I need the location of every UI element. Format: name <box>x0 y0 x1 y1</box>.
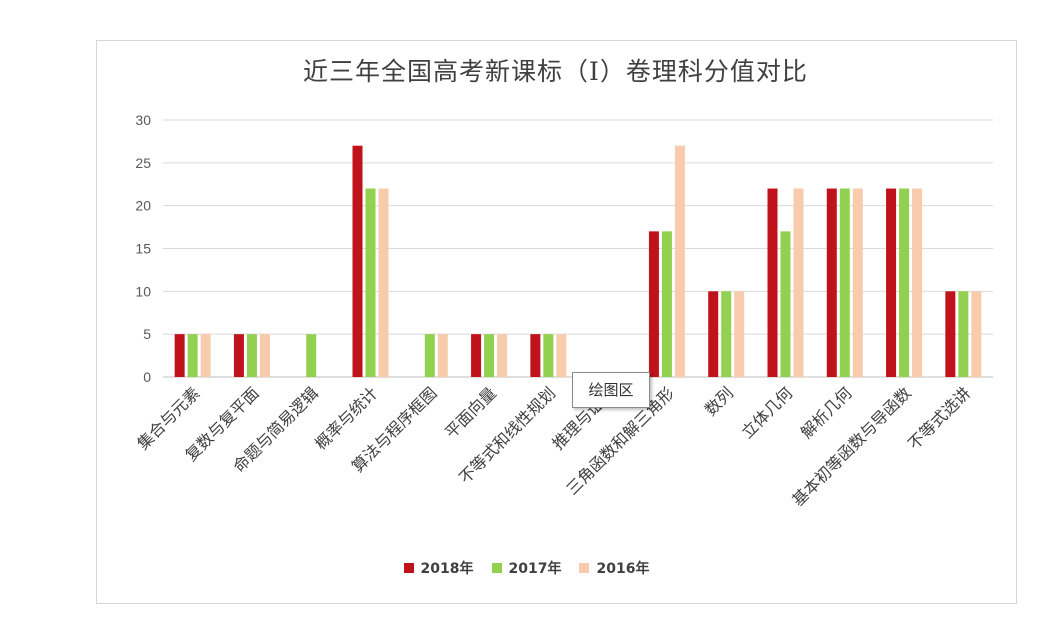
bar <box>721 291 732 377</box>
bar <box>246 334 257 377</box>
bar <box>780 231 791 377</box>
bar <box>674 145 685 377</box>
bar <box>174 334 185 377</box>
bar <box>484 334 495 377</box>
bar <box>543 334 554 377</box>
bar <box>826 188 837 377</box>
bar <box>839 188 850 377</box>
bar <box>912 188 923 377</box>
bar <box>661 231 672 377</box>
y-tick-label: 20 <box>135 198 151 214</box>
y-tick-label: 25 <box>135 155 151 171</box>
legend-label: 2018年 <box>420 561 474 577</box>
bar <box>556 334 567 377</box>
bar <box>259 334 270 377</box>
plot-area-tooltip: 绘图区 <box>572 372 650 408</box>
bar <box>352 145 363 377</box>
bar <box>958 291 969 377</box>
bar <box>971 291 982 377</box>
legend-swatch <box>491 563 502 573</box>
bar <box>708 291 719 377</box>
bar <box>734 291 745 377</box>
bar <box>187 334 198 377</box>
bar <box>886 188 897 377</box>
bar <box>437 334 448 377</box>
chart-title: 近三年全国高考新课标（I）卷理科分值对比 <box>303 57 808 86</box>
bar <box>530 334 541 377</box>
y-tick-label: 15 <box>135 241 151 257</box>
y-tick-label: 5 <box>143 326 151 342</box>
x-tick-label: 数列 <box>701 383 737 419</box>
y-tick-label: 30 <box>135 112 151 128</box>
bar <box>648 231 659 377</box>
bar <box>852 188 863 377</box>
bar <box>471 334 482 377</box>
legend-item: 2017年 <box>491 558 562 578</box>
y-tick-label: 0 <box>143 369 151 385</box>
bar <box>945 291 956 377</box>
x-tick-label: 立体几何 <box>738 383 797 442</box>
bar <box>233 334 244 377</box>
bar <box>424 334 435 377</box>
x-tick-label: 不等式选讲 <box>904 383 974 453</box>
bar <box>306 334 317 377</box>
y-tick-label: 10 <box>135 283 151 299</box>
bar <box>767 188 778 377</box>
legend-swatch <box>579 563 590 573</box>
x-tick-label: 平面向量 <box>441 383 500 442</box>
bar <box>200 334 211 377</box>
chart-area <box>96 40 1017 604</box>
bar <box>365 188 376 377</box>
x-tick-label: 解析几何 <box>797 383 856 442</box>
bar <box>793 188 804 377</box>
legend-label: 2017年 <box>508 561 562 577</box>
legend-item: 2018年 <box>403 558 474 578</box>
bar <box>899 188 910 377</box>
legend-label: 2016年 <box>596 561 650 577</box>
legend-item: 2016年 <box>579 558 649 578</box>
legend: 2018年 2017年 2016年 <box>0 558 1053 578</box>
bar <box>497 334 508 377</box>
bar <box>378 188 389 377</box>
x-tick-label: 基本初等函数与导函数 <box>788 383 915 510</box>
legend-swatch <box>403 563 414 573</box>
